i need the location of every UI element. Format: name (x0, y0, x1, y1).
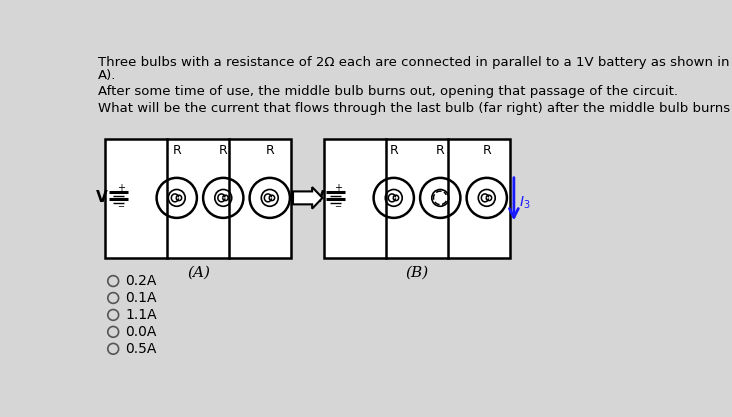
Text: After some time of use, the middle bulb burns out, opening that passage of the c: After some time of use, the middle bulb … (97, 85, 678, 98)
Text: +: + (334, 183, 342, 193)
Text: (B): (B) (406, 266, 429, 280)
Bar (324, 138, 510, 258)
Text: R: R (482, 144, 491, 157)
Text: Three bulbs with a resistance of 2Ω each are connected in parallel to a 1V batte: Three bulbs with a resistance of 2Ω each… (97, 56, 732, 69)
Text: R: R (219, 144, 228, 157)
Text: R: R (266, 144, 274, 157)
Text: R: R (389, 144, 398, 157)
Text: V: V (96, 191, 108, 206)
Text: 0.1A: 0.1A (126, 291, 157, 305)
Text: 1.1A: 1.1A (126, 308, 157, 322)
Text: R: R (436, 144, 444, 157)
Text: +: + (117, 183, 125, 193)
Text: 0.5A: 0.5A (126, 342, 157, 356)
Text: What will be the current that flows through the last bulb (far right) after the : What will be the current that flows thro… (97, 103, 732, 116)
Polygon shape (293, 187, 323, 208)
Text: V: V (313, 191, 324, 206)
Text: 0.0A: 0.0A (126, 325, 157, 339)
Bar (105, 138, 291, 258)
Text: 0.2A: 0.2A (126, 274, 157, 288)
Text: $I_3$: $I_3$ (518, 195, 530, 211)
Text: −: − (117, 203, 124, 211)
Text: R: R (172, 144, 181, 157)
Text: A).: A). (97, 68, 116, 81)
Text: (A): (A) (187, 266, 210, 280)
Text: −: − (335, 203, 341, 211)
